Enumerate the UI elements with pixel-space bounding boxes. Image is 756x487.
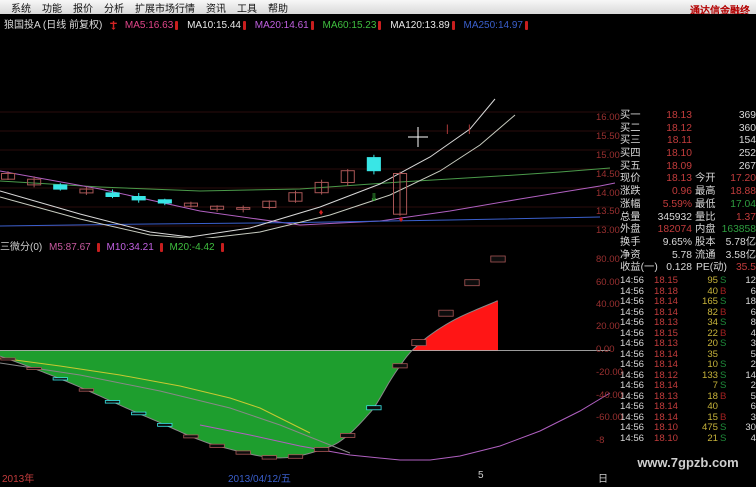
svg-text:|: | (446, 124, 449, 135)
svg-text:|: | (468, 124, 471, 135)
svg-text:⇓: ⇓ (369, 192, 378, 204)
svg-text:♦: ♦ (399, 214, 404, 224)
svg-text:♦: ♦ (319, 207, 324, 217)
